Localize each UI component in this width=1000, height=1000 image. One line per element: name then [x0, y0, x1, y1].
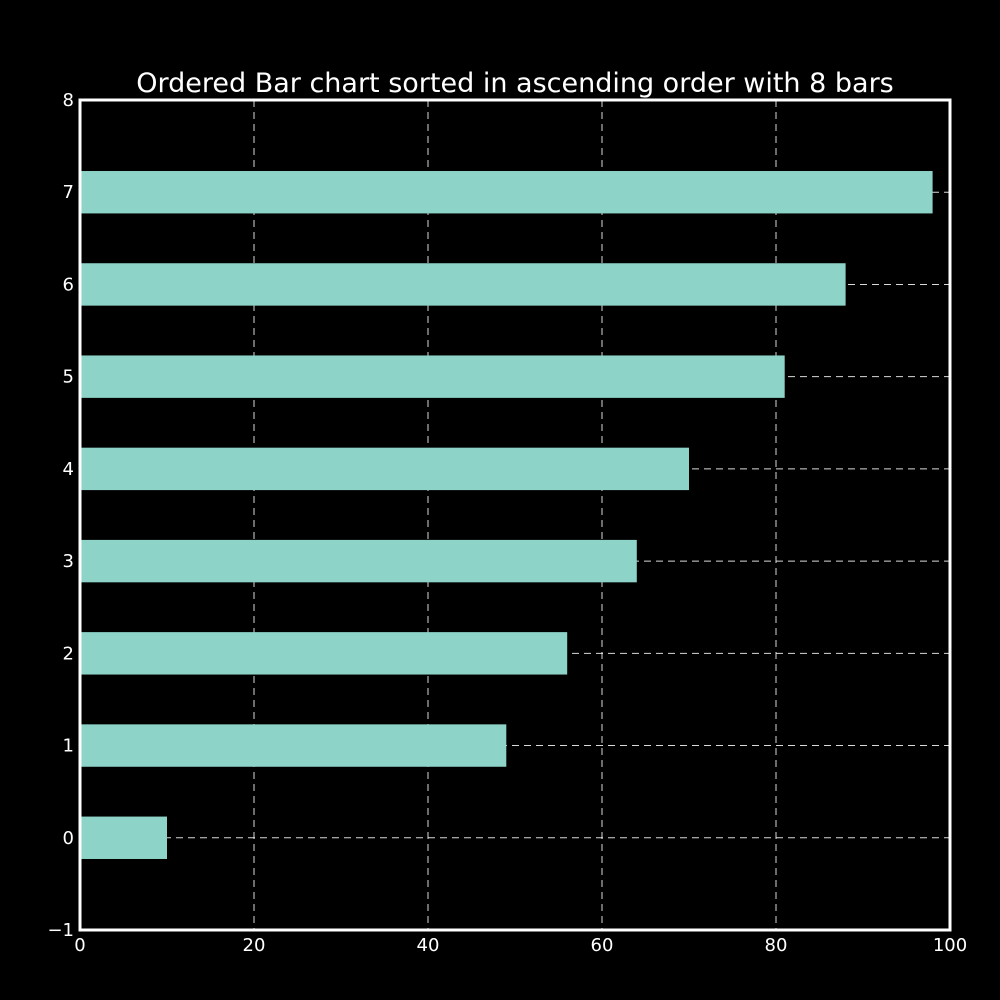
bar-7: [80, 171, 933, 214]
y-tick-label: 0: [63, 828, 74, 849]
y-tick-label: 3: [63, 551, 74, 572]
x-tick-label: 60: [591, 935, 614, 956]
x-tick-label: 40: [417, 935, 440, 956]
bar-2: [80, 632, 568, 675]
y-tick-label: 8: [63, 90, 74, 111]
y-tick-label: 7: [63, 182, 74, 203]
x-axis-ticks: 0 20 40 60 80 100: [74, 935, 967, 956]
y-tick-label: 1: [63, 736, 74, 757]
bar-3: [80, 539, 637, 583]
bar-4: [80, 447, 689, 491]
x-tick-label: 0: [74, 935, 85, 956]
x-tick-label: 20: [243, 935, 266, 956]
grid-layer: [80, 100, 950, 930]
bars-layer: [80, 171, 933, 859]
y-tick-label: 4: [63, 459, 74, 480]
y-tick-label: −1: [47, 920, 74, 941]
bar-1: [80, 724, 507, 767]
bar-5: [80, 355, 785, 398]
x-tick-label: 80: [765, 935, 788, 956]
x-tick-label: 100: [933, 935, 967, 956]
chart-title: Ordered Bar chart sorted in ascending or…: [136, 68, 894, 99]
y-tick-label: 2: [63, 643, 74, 664]
y-tick-label: 5: [63, 367, 74, 388]
bar-0: [80, 816, 167, 859]
y-tick-label: 6: [63, 274, 74, 295]
y-axis-ticks: −1 0 1 2 3 4 5 6 7 8: [47, 90, 74, 941]
bar-6: [80, 263, 846, 306]
plot-frame: [78, 98, 952, 932]
